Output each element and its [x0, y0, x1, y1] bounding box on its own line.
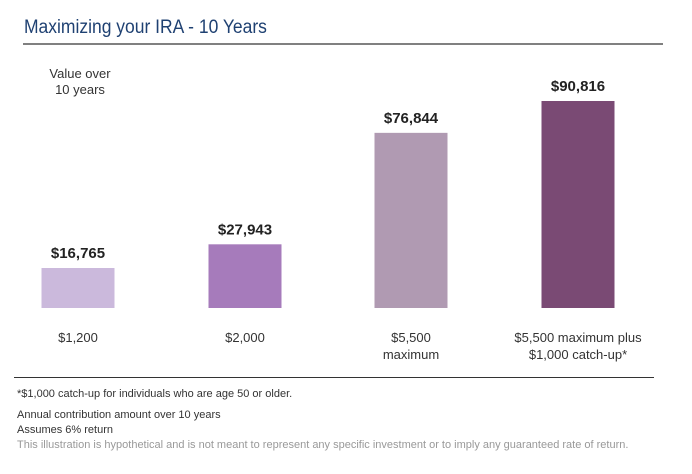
- footnote-annual: Annual contribution amount over 10 years: [17, 409, 221, 421]
- chart-title: Maximizing your IRA - 10 Years: [24, 17, 267, 38]
- y-axis-label-line: 10 years: [55, 82, 105, 97]
- data-label: $90,816: [551, 78, 605, 95]
- y-axis-label-line: Value over: [49, 66, 111, 81]
- data-label: $27,943: [218, 221, 272, 238]
- data-label: $16,765: [51, 245, 105, 262]
- footnote-catchup: *$1,000 catch-up for individuals who are…: [17, 388, 293, 400]
- category-label: $5,500 maximum plus: [514, 330, 642, 345]
- category-label: $1,200: [58, 330, 98, 345]
- category-label: maximum: [383, 347, 439, 362]
- title-divider: [23, 43, 663, 45]
- bar: [41, 268, 115, 308]
- footnote-return: Assumes 6% return: [17, 424, 113, 436]
- footnote-disclaimer: This illustration is hypothetical and is…: [17, 439, 629, 451]
- footnote-divider: [14, 377, 654, 378]
- y-axis-label: Value over 10 years: [40, 66, 120, 98]
- category-label: $5,500: [391, 330, 431, 345]
- bar: [208, 244, 282, 308]
- bar: [541, 101, 615, 308]
- bar: [374, 132, 448, 308]
- data-label: $76,844: [384, 110, 439, 127]
- category-label: $2,000: [225, 330, 265, 345]
- category-label: $1,000 catch-up*: [529, 347, 627, 362]
